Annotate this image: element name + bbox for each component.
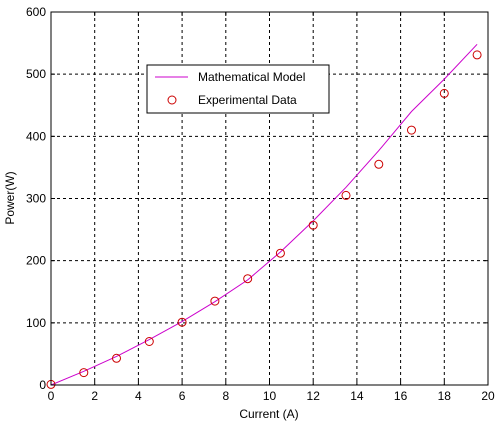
y-axis-ticks: 0 100 200 300 400 500 600	[26, 5, 488, 392]
y-tick-label: 100	[26, 316, 46, 330]
y-tick-label: 200	[26, 254, 46, 268]
experimental-point	[439, 88, 449, 98]
experimental-point	[308, 220, 318, 230]
experimental-point	[374, 159, 384, 169]
experimental-point	[210, 296, 220, 306]
x-tick-label: 14	[350, 389, 364, 403]
x-tick-label: 18	[438, 389, 452, 403]
x-tick-label: 10	[263, 389, 277, 403]
legend-box	[146, 64, 330, 114]
x-tick-label: 8	[222, 389, 229, 403]
legend-label-model: Mathematical Model	[198, 70, 305, 84]
y-axis-label: Power(W)	[3, 171, 17, 224]
x-tick-label: 0	[48, 389, 55, 403]
experimental-point	[407, 125, 416, 135]
x-axis-label: Current (A)	[239, 407, 298, 421]
experimental-point	[112, 353, 121, 363]
experimental-point	[177, 317, 187, 327]
x-tick-label: 12	[307, 389, 321, 403]
x-tick-label: 4	[135, 389, 142, 403]
plot-frame	[50, 11, 489, 386]
y-tick-label: 400	[26, 129, 46, 143]
y-tick-label: 0	[39, 378, 46, 392]
experimental-point	[472, 50, 482, 60]
experimental-series	[46, 50, 482, 389]
legend-marker-swatch	[167, 95, 177, 105]
experimental-point	[144, 337, 154, 346]
model-series	[50, 43, 478, 386]
x-tick-label: 6	[179, 389, 186, 403]
x-tick-label: 16	[394, 389, 408, 403]
legend-label-experimental: Experimental Data	[198, 93, 297, 107]
experimental-point	[79, 368, 89, 378]
experimental-point	[243, 274, 253, 284]
legend: Mathematical Model Experimental Data	[146, 64, 330, 114]
y-tick-label: 600	[26, 5, 46, 19]
experimental-point	[341, 190, 351, 200]
x-tick-label: 2	[91, 389, 98, 403]
model-line	[50, 43, 478, 386]
x-axis-ticks: 0 2 4 6 8 10 12 14 16 18 20	[48, 12, 495, 403]
experimental-point	[275, 248, 285, 258]
y-tick-label: 500	[26, 67, 46, 81]
y-tick-label: 300	[26, 192, 46, 206]
x-tick-label: 20	[481, 389, 495, 403]
